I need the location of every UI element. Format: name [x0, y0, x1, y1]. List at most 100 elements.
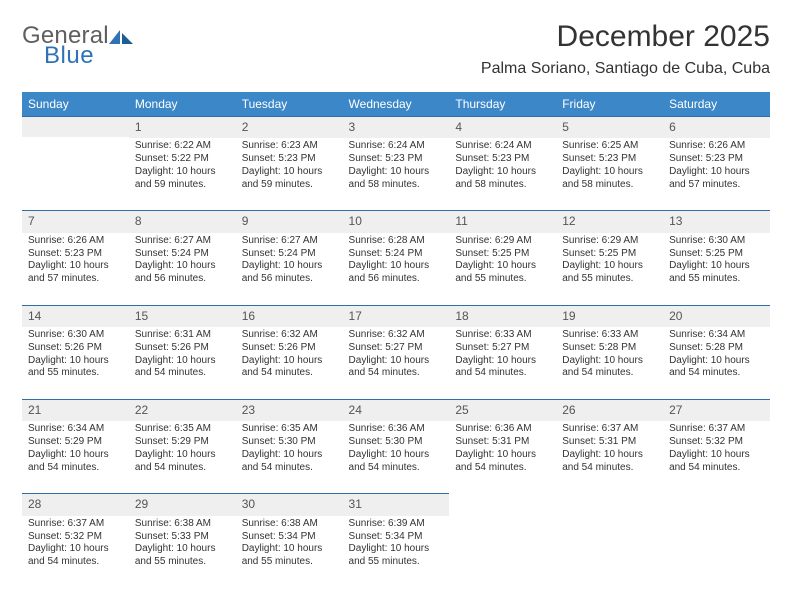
sunrise-text: Sunrise: 6:30 AM [28, 329, 123, 342]
sunset-text: Sunset: 5:24 PM [242, 248, 337, 261]
day-cell-inner: Sunrise: 6:38 AMSunset: 5:33 PMDaylight:… [129, 518, 236, 588]
day-cell: 30Sunrise: 6:38 AMSunset: 5:34 PMDayligh… [236, 493, 343, 587]
date-bar: 25 [449, 399, 556, 421]
day-cell: 13 Sunrise: 6:30 AMSunset: 5:25 PMDayligh… [663, 210, 770, 304]
date-bar: 13 [663, 210, 770, 232]
daylight-text: Daylight: 10 hours and 54 minutes. [455, 355, 550, 381]
sunset-text: Sunset: 5:26 PM [242, 342, 337, 355]
sunset-text: Sunset: 5:25 PM [562, 248, 657, 261]
day-cell [449, 493, 556, 587]
daylight-text: Daylight: 10 hours and 58 minutes. [349, 166, 444, 192]
date-bar: 15 [129, 305, 236, 327]
day-cell-inner: Sunrise: 6:30 AMSunset: 5:26 PMDaylight:… [22, 329, 129, 399]
sunrise-text: Sunrise: 6:25 AM [562, 140, 657, 153]
sunrise-text: Sunrise: 6:29 AM [562, 235, 657, 248]
date-bar: 8 [129, 210, 236, 232]
sunrise-text: Sunrise: 6:37 AM [669, 423, 764, 436]
day-cell-inner: Sunrise: 6:34 AMSunset: 5:28 PMDaylight:… [663, 329, 770, 399]
daylight-text: Daylight: 10 hours and 59 minutes. [242, 166, 337, 192]
day-cell: 10Sunrise: 6:28 AMSunset: 5:24 PMDayligh… [343, 210, 450, 304]
day-cell-inner: Sunrise: 6:30 AMSunset: 5:25 PMDaylight:… [663, 235, 770, 305]
date-bar: 17 [343, 305, 450, 327]
date-bar: 2 [236, 116, 343, 138]
date-bar: 4 [449, 116, 556, 138]
day-cell-inner: Sunrise: 6:23 AMSunset: 5:23 PMDaylight:… [236, 140, 343, 210]
day-header: Sunday [22, 92, 129, 116]
day-cell [556, 493, 663, 587]
day-cell-inner: Sunrise: 6:32 AMSunset: 5:26 PMDaylight:… [236, 329, 343, 399]
sunset-text: Sunset: 5:34 PM [349, 531, 444, 544]
daylight-text: Daylight: 10 hours and 57 minutes. [28, 260, 123, 286]
sunset-text: Sunset: 5:23 PM [349, 153, 444, 166]
day-cell: 23Sunrise: 6:35 AMSunset: 5:30 PMDayligh… [236, 399, 343, 493]
sunrise-text: Sunrise: 6:24 AM [349, 140, 444, 153]
day-header: Saturday [663, 92, 770, 116]
date-bar: 24 [343, 399, 450, 421]
day-cell-inner: Sunrise: 6:36 AMSunset: 5:31 PMDaylight:… [449, 423, 556, 493]
calendar-table: Sunday Monday Tuesday Wednesday Thursday… [22, 92, 770, 588]
day-cell: 24Sunrise: 6:36 AMSunset: 5:30 PMDayligh… [343, 399, 450, 493]
logo-text: General Blue [22, 24, 109, 68]
date-bar: 23 [236, 399, 343, 421]
sunrise-text: Sunrise: 6:22 AM [135, 140, 230, 153]
sunrise-text: Sunrise: 6:29 AM [455, 235, 550, 248]
sunset-text: Sunset: 5:23 PM [669, 153, 764, 166]
sunset-text: Sunset: 5:29 PM [135, 436, 230, 449]
day-cell: 26Sunrise: 6:37 AMSunset: 5:31 PMDayligh… [556, 399, 663, 493]
day-cell-inner [663, 516, 770, 586]
sunrise-text: Sunrise: 6:38 AM [242, 518, 337, 531]
sunset-text: Sunset: 5:22 PM [135, 153, 230, 166]
sunset-text: Sunset: 5:23 PM [28, 248, 123, 261]
day-cell: 15Sunrise: 6:31 AMSunset: 5:26 PMDayligh… [129, 305, 236, 399]
day-cell: 3Sunrise: 6:24 AMSunset: 5:23 PMDaylight… [343, 116, 450, 210]
day-cell: 2Sunrise: 6:23 AMSunset: 5:23 PMDaylight… [236, 116, 343, 210]
sunset-text: Sunset: 5:29 PM [28, 436, 123, 449]
date-bar: 18 [449, 305, 556, 327]
daylight-text: Daylight: 10 hours and 55 minutes. [669, 260, 764, 286]
day-cell: 4Sunrise: 6:24 AMSunset: 5:23 PMDaylight… [449, 116, 556, 210]
day-cell-inner: Sunrise: 6:35 AMSunset: 5:29 PMDaylight:… [129, 423, 236, 493]
sunrise-text: Sunrise: 6:34 AM [669, 329, 764, 342]
date-bar: 30 [236, 493, 343, 515]
day-cell: 29Sunrise: 6:38 AMSunset: 5:33 PMDayligh… [129, 493, 236, 587]
day-cell-inner: Sunrise: 6:32 AMSunset: 5:27 PMDaylight:… [343, 329, 450, 399]
day-cell-inner: Sunrise: 6:29 AMSunset: 5:25 PMDaylight:… [556, 235, 663, 305]
sunrise-text: Sunrise: 6:32 AM [242, 329, 337, 342]
page: General Blue December 2025 Palma Soriano… [0, 0, 792, 612]
day-cell-inner [449, 516, 556, 586]
daylight-text: Daylight: 10 hours and 58 minutes. [562, 166, 657, 192]
daylight-text: Daylight: 10 hours and 56 minutes. [135, 260, 230, 286]
day-cell-inner: Sunrise: 6:24 AMSunset: 5:23 PMDaylight:… [343, 140, 450, 210]
daylight-text: Daylight: 10 hours and 55 minutes. [349, 543, 444, 569]
date-bar: 7 [22, 210, 129, 232]
date-bar: 16 [236, 305, 343, 327]
sunset-text: Sunset: 5:33 PM [135, 531, 230, 544]
day-cell-inner [22, 139, 129, 209]
sunrise-text: Sunrise: 6:33 AM [562, 329, 657, 342]
day-cell: 12Sunrise: 6:29 AMSunset: 5:25 PMDayligh… [556, 210, 663, 304]
date-bar: 20 [663, 305, 770, 327]
daylight-text: Daylight: 10 hours and 54 minutes. [135, 355, 230, 381]
date-bar: 6 [663, 116, 770, 138]
sunset-text: Sunset: 5:23 PM [242, 153, 337, 166]
daylight-text: Daylight: 10 hours and 54 minutes. [242, 449, 337, 475]
location: Palma Soriano, Santiago de Cuba, Cuba [481, 60, 770, 78]
date-bar: 5 [556, 116, 663, 138]
day-cell: 28Sunrise: 6:37 AMSunset: 5:32 PMDayligh… [22, 493, 129, 587]
day-cell: 22Sunrise: 6:35 AMSunset: 5:29 PMDayligh… [129, 399, 236, 493]
day-cell: 27Sunrise: 6:37 AMSunset: 5:32 PMDayligh… [663, 399, 770, 493]
sunset-text: Sunset: 5:27 PM [455, 342, 550, 355]
sunset-text: Sunset: 5:30 PM [349, 436, 444, 449]
day-header: Wednesday [343, 92, 450, 116]
date-bar: 14 [22, 305, 129, 327]
daylight-text: Daylight: 10 hours and 54 minutes. [242, 355, 337, 381]
day-cell-inner: Sunrise: 6:22 AMSunset: 5:22 PMDaylight:… [129, 140, 236, 210]
week-row: 28Sunrise: 6:37 AMSunset: 5:32 PMDayligh… [22, 493, 770, 587]
month-title: December 2025 [481, 20, 770, 54]
sunset-text: Sunset: 5:24 PM [349, 248, 444, 261]
day-cell-inner: Sunrise: 6:27 AMSunset: 5:24 PMDaylight:… [236, 235, 343, 305]
day-header: Tuesday [236, 92, 343, 116]
day-cell: 14Sunrise: 6:30 AMSunset: 5:26 PMDayligh… [22, 305, 129, 399]
logo-sail-icon [109, 28, 133, 46]
daylight-text: Daylight: 10 hours and 54 minutes. [455, 449, 550, 475]
